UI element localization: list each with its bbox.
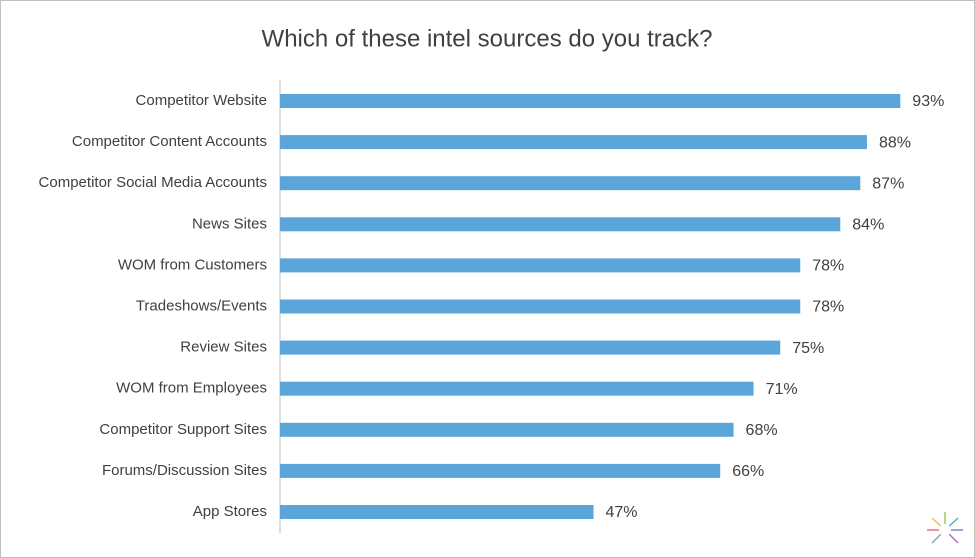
value-label: 68% — [746, 422, 778, 439]
bar — [280, 94, 901, 108]
bar — [280, 340, 781, 355]
chart-title: Which of these intel sources do you trac… — [262, 25, 713, 52]
value-label: 87% — [872, 175, 904, 192]
category-label: Competitor Content Accounts — [72, 133, 267, 150]
category-label: WOM from Employees — [116, 380, 267, 397]
category-label: News Sites — [192, 215, 267, 232]
category-label: Tradeshows/Events — [136, 297, 267, 314]
value-label: 66% — [732, 463, 764, 480]
bar — [280, 381, 754, 396]
category-label: Competitor Social Media Accounts — [39, 174, 267, 191]
value-label: 93% — [912, 93, 944, 110]
bar — [280, 505, 594, 519]
value-label: 84% — [852, 217, 884, 234]
value-label: 71% — [766, 381, 798, 398]
bar — [280, 299, 801, 314]
bar — [280, 463, 721, 478]
category-label: WOM from Customers — [118, 256, 267, 273]
bar — [280, 258, 801, 273]
logo — [927, 512, 963, 544]
bar — [280, 135, 867, 150]
category-label: Competitor Website — [136, 92, 267, 109]
category-label: App Stores — [193, 503, 267, 520]
value-label: 78% — [812, 299, 844, 316]
bar — [280, 217, 841, 232]
value-label: 78% — [812, 258, 844, 275]
category-label: Competitor Support Sites — [99, 421, 267, 438]
value-label: 75% — [792, 340, 824, 357]
bar — [280, 176, 861, 191]
category-label: Forums/Discussion Sites — [102, 462, 267, 479]
category-label: Review Sites — [180, 339, 267, 356]
bar — [280, 422, 734, 437]
value-label: 47% — [605, 504, 637, 521]
value-label: 88% — [879, 134, 911, 151]
